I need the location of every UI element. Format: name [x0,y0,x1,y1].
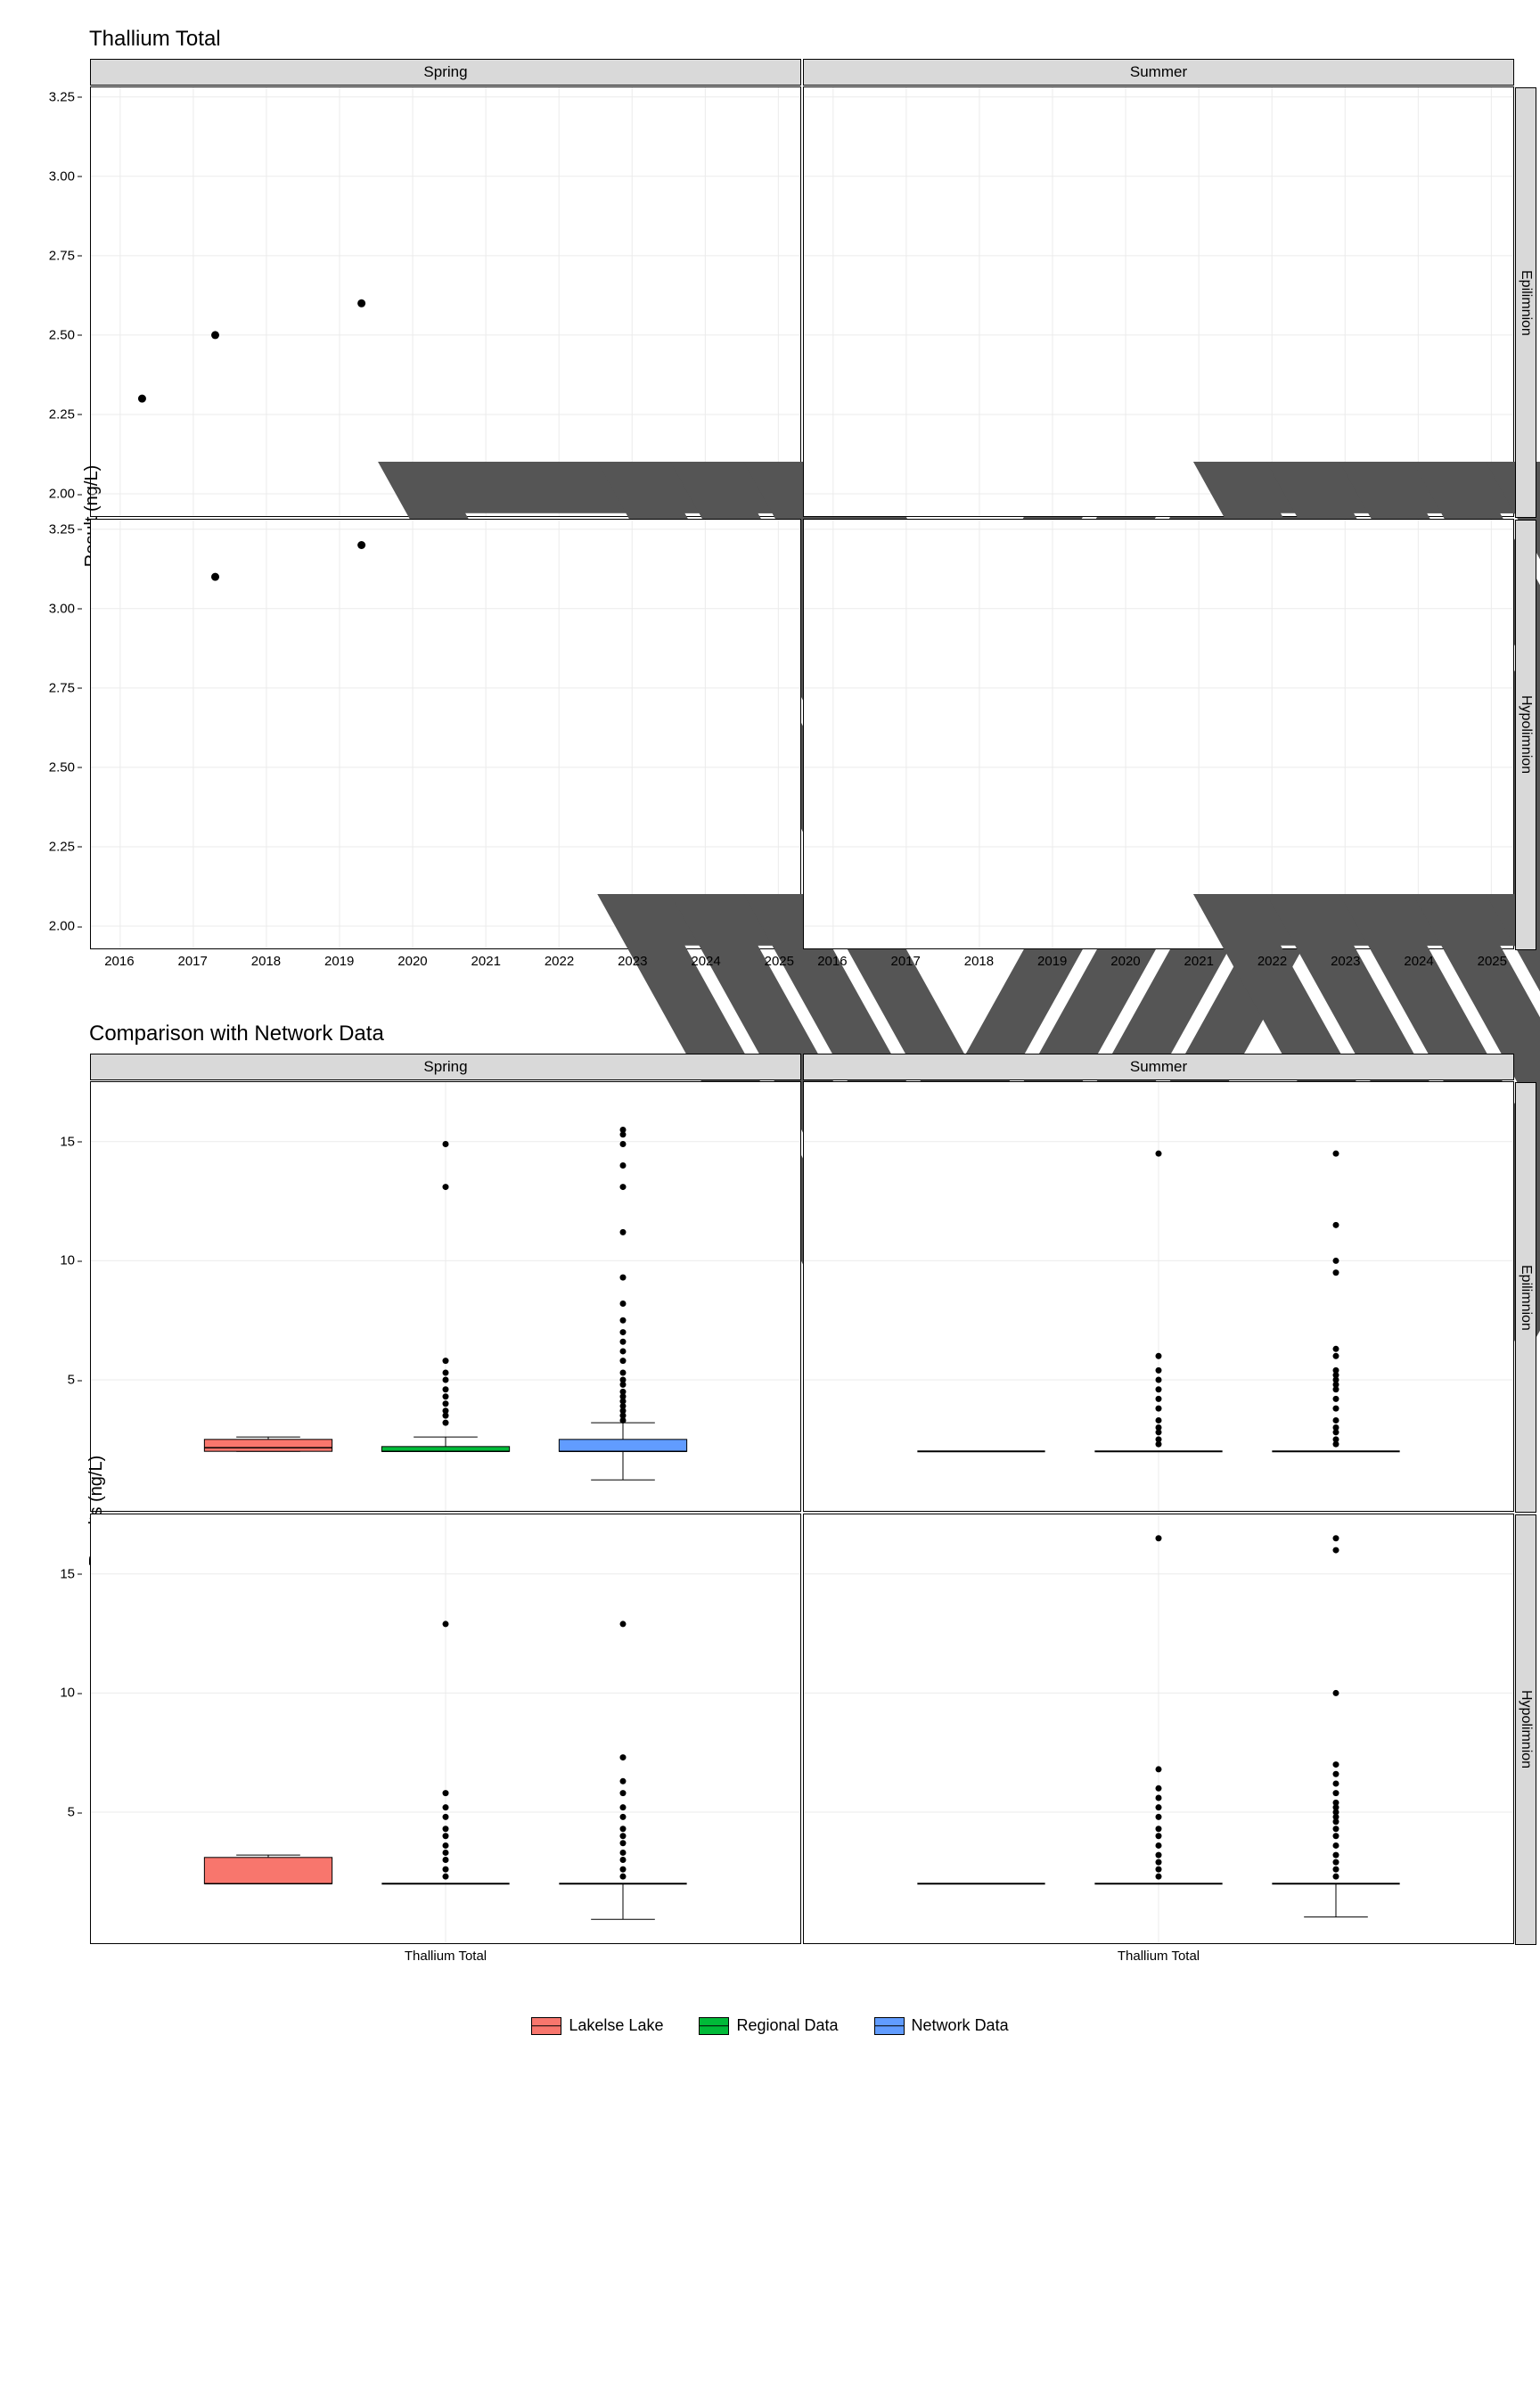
legend-item-network: Network Data [874,2016,1009,2035]
panel-summer-hypolimnion [803,519,1514,949]
x-ticks-spring: 2016201720182019202020212022202320242025 [90,950,801,977]
col-strip2-summer: Summer [803,1054,1514,1080]
x-cat-spring: Thallium Total [90,1945,801,1972]
boxplot-figure: Comparison with Network Data Spring Summ… [27,1022,1513,1972]
row-strip2-epilimnion: Epilimnion [1515,1082,1536,1513]
scatter-title: Thallium Total [89,27,1513,52]
row-strip-hypolimnion: Hypolimnion [1515,520,1536,950]
legend-item-regional: Regional Data [699,2016,838,2035]
x-ticks-summer: 2016201720182019202020212022202320242025 [803,950,1514,977]
col-strip2-spring: Spring [90,1054,801,1080]
col-strip-spring: Spring [90,59,801,86]
col-strip-summer: Summer [803,59,1514,86]
panel-summer-epilimnion [803,86,1514,517]
row-strip2-hypolimnion: Hypolimnion [1515,1514,1536,1945]
panel-spring-hypolimnion: 2.002.252.502.753.003.25 [90,519,801,949]
x-cat-summer: Thallium Total [803,1945,1514,1972]
boxpanel-spring-hypolimnion: 51015 [90,1514,801,1944]
panel-spring-epilimnion: 2.002.252.502.753.003.25 Result (ng/L) [90,86,801,517]
boxpanel-spring-epilimnion: 51015 Results (ng/L) [90,1081,801,1512]
scatter-figure: Thallium Total Spring Summer 2.002.252.5… [27,27,1513,977]
scatter-panel-grid: Spring Summer 2.002.252.502.753.003.25 R… [89,59,1515,977]
legend-item-lakelse: Lakelse Lake [531,2016,663,2035]
boxplot-panel-grid: Spring Summer 51015 Results (ng/L) 51015… [89,1054,1515,1972]
legend: Lakelse Lake Regional Data Network Data [27,2016,1513,2035]
boxpanel-summer-epilimnion [803,1081,1514,1512]
row-strip-epilimnion: Epilimnion [1515,87,1536,518]
boxpanel-summer-hypolimnion [803,1514,1514,1944]
